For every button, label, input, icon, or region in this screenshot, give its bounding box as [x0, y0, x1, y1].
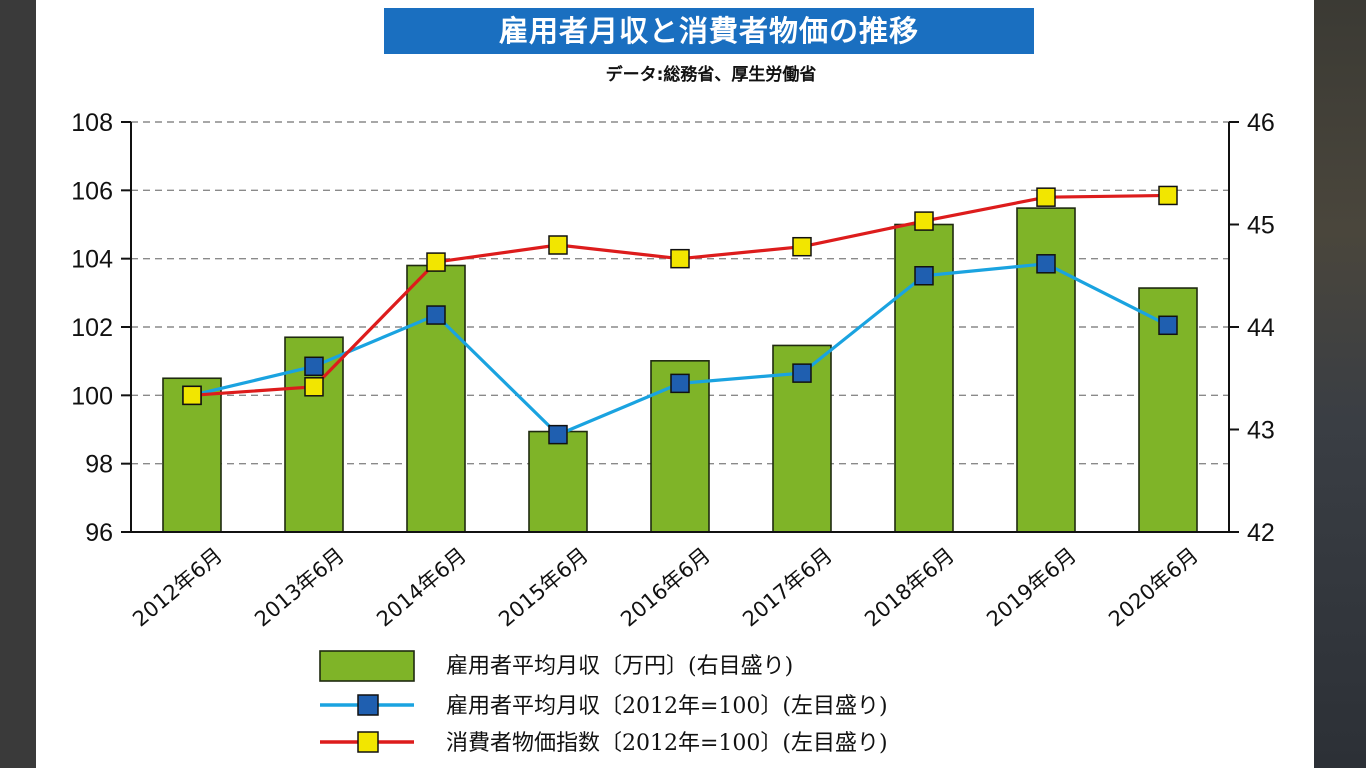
series-point [914, 211, 934, 231]
right-axis-tick-label: 45 [1247, 212, 1275, 240]
series-point [670, 373, 690, 394]
series-point [304, 356, 324, 377]
series-point [548, 424, 568, 445]
x-axis-tick-label: 2016年6月 [616, 543, 715, 631]
background-left [0, 0, 36, 768]
x-axis-tick-label: 2019年6月 [982, 543, 1081, 631]
legend-swatch-marker [357, 731, 379, 753]
background-right [1314, 0, 1366, 768]
x-axis-tick-label: 2018年6月 [860, 543, 959, 631]
right-axis-tick-label: 44 [1247, 314, 1275, 342]
chart-source: データ:総務省、厚生労働省 [605, 65, 817, 85]
series-point [792, 363, 812, 383]
series-point [426, 252, 446, 272]
left-axis-tick-label: 102 [71, 314, 113, 342]
x-axis-tick-label: 2013年6月 [250, 543, 349, 631]
series-point [670, 248, 690, 269]
series-point [1036, 187, 1056, 207]
series-point [1036, 254, 1056, 274]
series-point [792, 236, 812, 257]
series-point [914, 266, 934, 286]
legend-swatch-bar [319, 650, 415, 682]
x-axis-tick-label: 2014年6月 [372, 543, 471, 631]
series-point [548, 235, 568, 255]
right-axis-tick-label: 46 [1247, 109, 1275, 137]
series-point [426, 305, 446, 325]
x-axis-tick-label: 2015年6月 [494, 543, 593, 631]
bar-monthly-income [528, 430, 588, 533]
left-axis-tick-label: 108 [71, 109, 113, 137]
right-axis-tick-label: 43 [1247, 417, 1275, 445]
left-axis-tick-label: 106 [71, 177, 113, 205]
series-point [182, 385, 202, 406]
chart-card: 雇用者月収と消費者物価の推移 データ:総務省、厚生労働省 [36, 0, 1314, 768]
legend-swatch-marker [357, 694, 379, 716]
right-axis-tick-label: 42 [1247, 519, 1275, 547]
series-point [1158, 315, 1178, 336]
left-axis-tick-label: 98 [85, 451, 113, 479]
series-point [1158, 185, 1178, 206]
chart-title: 雇用者月収と消費者物価の推移 [384, 8, 1034, 54]
series-point [304, 377, 324, 397]
legend-label: 消費者物価指数〔2012年=100〕(左目盛り) [446, 731, 888, 756]
x-axis-tick-label: 2017年6月 [738, 543, 837, 631]
x-axis-tick-label: 2012年6月 [128, 543, 227, 631]
left-axis-tick-label: 96 [85, 519, 113, 547]
legend-label: 雇用者平均月収〔万円〕(右目盛り) [446, 654, 793, 679]
x-axis-tick-label: 2020年6月 [1104, 543, 1203, 631]
left-axis-tick-label: 104 [71, 246, 113, 274]
legend-label: 雇用者平均月収〔2012年=100〕(左目盛り) [446, 694, 888, 719]
left-axis-tick-label: 100 [71, 382, 113, 410]
